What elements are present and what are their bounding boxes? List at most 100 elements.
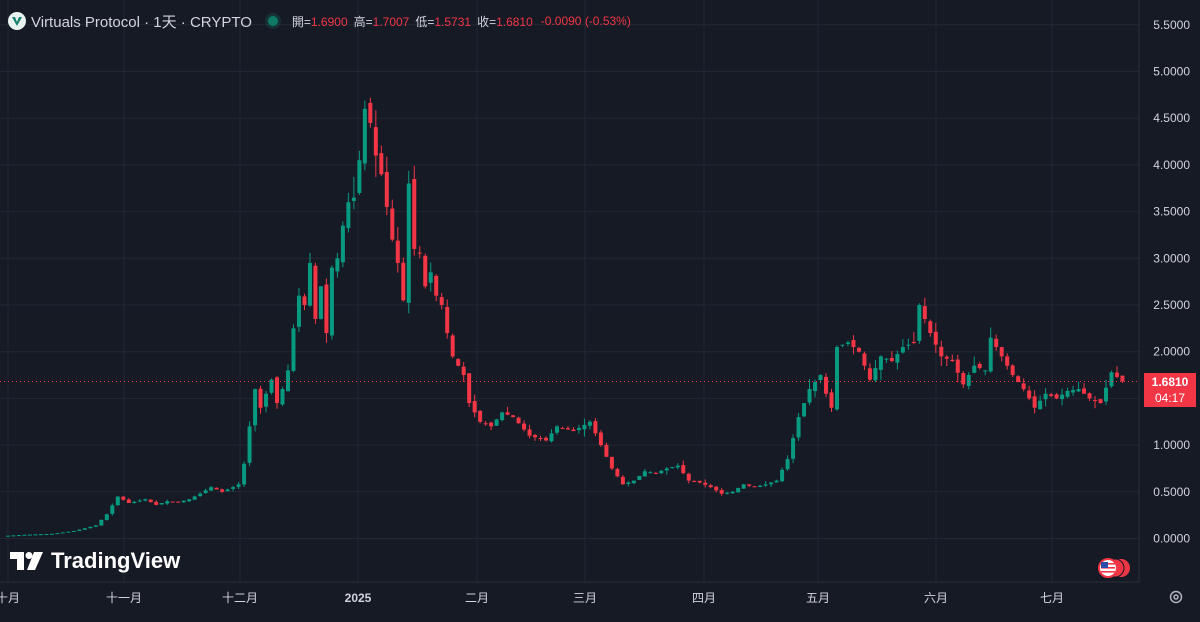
candle-down: [538, 438, 543, 440]
candle-up: [187, 499, 192, 502]
candle-down: [148, 499, 153, 503]
candle-down: [324, 284, 329, 334]
ohlc-open: 開=1.6900: [292, 13, 348, 30]
candle-up: [209, 487, 214, 491]
candle-down: [368, 102, 373, 123]
candle-up: [966, 375, 971, 386]
candle-up: [110, 505, 115, 514]
candle-down: [944, 356, 949, 359]
candle-down: [1016, 376, 1021, 383]
symbol-title[interactable]: Virtuals Protocol · 1天 · CRYPTO: [31, 13, 252, 31]
candle-up: [1038, 400, 1043, 410]
candle-up: [280, 389, 285, 405]
candle-down: [560, 427, 565, 429]
candle-down: [384, 171, 389, 207]
y-tick-label: 4.5000: [1153, 111, 1190, 125]
candle-down: [752, 486, 757, 488]
candle-down: [686, 473, 691, 481]
candle-up: [49, 533, 54, 535]
candle-down: [697, 480, 702, 483]
candle-up: [626, 482, 631, 484]
candle-up: [159, 503, 164, 505]
low-label: 低=: [415, 14, 435, 29]
y-tick-label: 4.0000: [1153, 158, 1190, 172]
us-flag-icon[interactable]: [1096, 558, 1130, 578]
candle-down: [994, 338, 999, 348]
candle-down: [423, 255, 428, 287]
candle-up: [494, 419, 499, 426]
candle-up: [269, 379, 274, 393]
candle-up: [60, 532, 65, 534]
candle-up: [38, 534, 43, 536]
candle-down: [1010, 365, 1015, 376]
candle-down: [911, 341, 916, 343]
candle-down: [708, 485, 713, 488]
candle-down: [692, 480, 697, 482]
ohlc-low: 低=1.5731: [415, 13, 471, 30]
candle-down: [511, 415, 516, 418]
y-tick-label: 2.5000: [1153, 298, 1190, 312]
candle-down: [1032, 396, 1037, 408]
candle-down: [472, 401, 477, 413]
market-status-icon[interactable]: [267, 16, 278, 26]
candle-up: [725, 492, 730, 494]
candle-up: [807, 389, 812, 403]
x-tick-label: 十二月: [222, 591, 258, 605]
candle-up: [99, 519, 104, 526]
candle-down: [533, 435, 538, 438]
candle-down: [126, 499, 131, 504]
candle-up: [71, 531, 76, 533]
tradingview-logo[interactable]: TradingView: [10, 548, 180, 574]
candle-up: [242, 463, 247, 485]
candle-down: [489, 422, 494, 427]
candle-up: [351, 197, 356, 201]
candle-down: [527, 429, 532, 436]
symbol-logo-icon[interactable]: [8, 12, 26, 30]
candle-down: [401, 262, 406, 301]
y-tick-label: 0.5000: [1153, 485, 1190, 499]
candle-up: [900, 347, 905, 353]
candle-up: [664, 468, 669, 471]
candle-down: [829, 392, 834, 408]
candle-up: [917, 305, 922, 341]
candle-down: [478, 410, 483, 422]
candle-down: [544, 437, 549, 441]
settings-gear-icon[interactable]: [1168, 589, 1184, 605]
candle-up: [802, 403, 807, 417]
candle-up: [88, 526, 93, 529]
candle-up: [137, 500, 142, 502]
candle-down: [170, 501, 175, 503]
open-label: 開=: [291, 14, 311, 29]
candle-down: [928, 321, 933, 334]
x-tick-label: 三月: [573, 591, 597, 605]
candle-up: [22, 534, 27, 536]
candle-down: [747, 484, 752, 486]
candle-down: [395, 240, 400, 263]
candle-down: [412, 179, 417, 249]
candle-up: [840, 344, 845, 346]
candle-down: [681, 465, 686, 474]
candle-down: [154, 501, 159, 505]
candle-down: [379, 153, 384, 175]
last-price-value: 1.6810: [1151, 375, 1189, 389]
candle-down: [615, 468, 620, 477]
candle-up: [406, 183, 411, 303]
candle-down: [275, 377, 280, 404]
candle-down: [505, 412, 510, 415]
x-tick-label: 二月: [465, 591, 489, 605]
candle-up: [884, 358, 889, 360]
candle-down: [417, 252, 422, 254]
y-tick-label: 5.0000: [1153, 65, 1190, 79]
candle-down: [867, 368, 872, 380]
candle-up: [1071, 389, 1076, 393]
candle-up: [834, 347, 839, 410]
candle-up: [774, 480, 779, 483]
candle-up: [93, 525, 98, 527]
candle-down: [950, 359, 955, 362]
candle-up: [769, 482, 774, 485]
candle-up: [307, 262, 312, 306]
candle-up: [631, 480, 636, 484]
candle-up: [845, 342, 850, 344]
